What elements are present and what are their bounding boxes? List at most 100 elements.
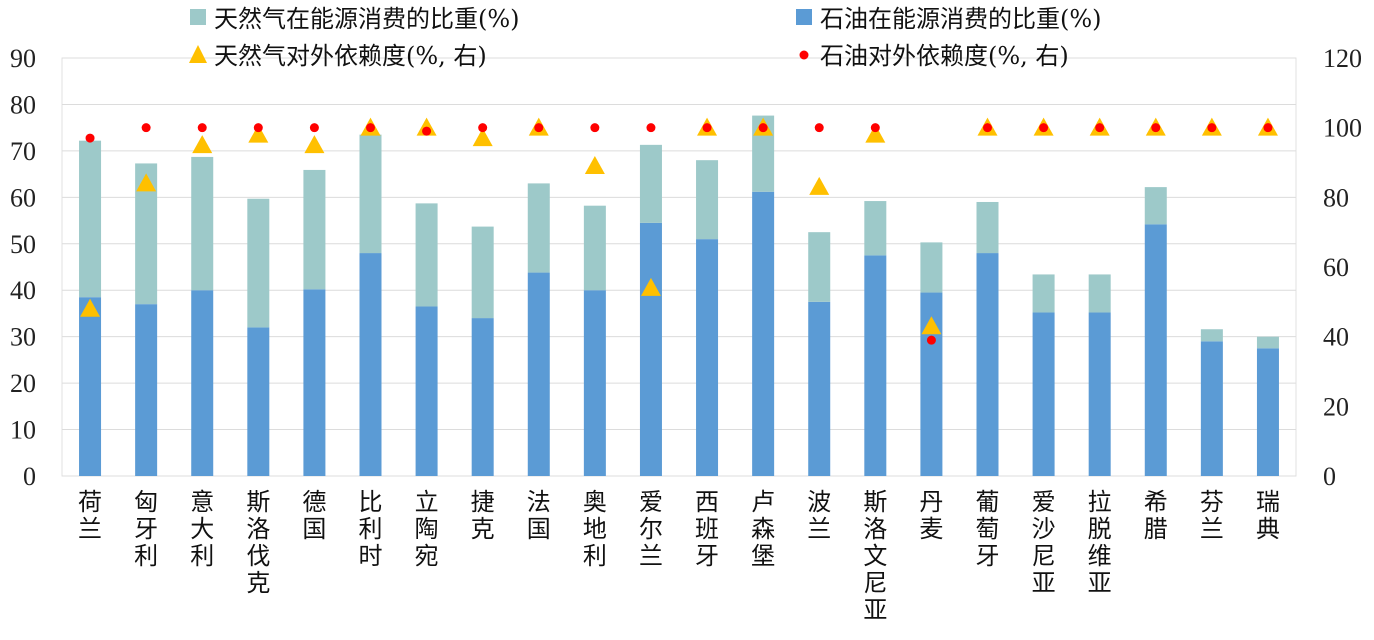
- category-label: 爱尔兰: [639, 488, 663, 570]
- marker-oil-dependence: [141, 123, 151, 133]
- axes: 0 10 20 30 40 50 60 70 80 90 0 20 40 60 80 100 120 荷兰 匈牙利 意…: [10, 44, 1362, 624]
- y-left-tick-label: 0: [23, 462, 36, 491]
- bar-oil: [1032, 312, 1055, 476]
- gridlines: [61, 57, 1297, 477]
- y-left-tick-label: 80: [10, 90, 36, 119]
- bar-oil: [303, 289, 326, 476]
- category-label: 希腊: [1144, 488, 1168, 543]
- marker-oil-dependence: [85, 133, 95, 143]
- bar-oil: [808, 301, 831, 476]
- marker-oil-dependence: [646, 123, 656, 133]
- marker-gas-dependence: [80, 298, 101, 317]
- marker-oil-dependence: [814, 123, 824, 133]
- category-label: 波兰: [807, 488, 831, 543]
- category-label: 卢森堡: [751, 488, 775, 570]
- category-label: 葡萄牙: [976, 488, 1000, 570]
- marker-oil-dependence: [422, 126, 432, 136]
- y-left-tick-label: 60: [10, 183, 36, 212]
- bar-oil: [976, 253, 999, 476]
- marker-oil-dependence: [197, 123, 207, 133]
- marker-gas-dependence: [584, 155, 605, 174]
- y-right-tick-label: 120: [1323, 44, 1362, 73]
- y-left-tick-label: 40: [10, 276, 36, 305]
- legend-label: 石油对外依赖度(%, 右): [820, 42, 1069, 70]
- category-label: 爱沙尼亚: [1032, 488, 1056, 597]
- marker-oil-dependence: [702, 123, 712, 133]
- bar-gas: [1088, 274, 1111, 313]
- legend-swatch: [796, 9, 812, 25]
- bar-oil: [639, 222, 662, 476]
- bar-oil: [1256, 348, 1279, 476]
- bar-oil: [471, 318, 494, 476]
- marker-gas-dependence: [248, 124, 269, 143]
- bar-gas: [808, 232, 831, 302]
- y-left-tick-label: 90: [10, 44, 36, 73]
- y-left-tick-label: 10: [10, 416, 36, 445]
- marker-oil-dependence: [1263, 123, 1273, 133]
- y-left-tick-label: 20: [10, 369, 36, 398]
- bar-oil: [135, 304, 158, 476]
- bar-gas: [920, 242, 943, 293]
- bar-gas: [864, 201, 887, 256]
- category-label: 丹麦: [919, 488, 943, 543]
- bar-oil: [1088, 312, 1111, 476]
- bar-oil: [415, 306, 438, 476]
- category-label: 拉脱维亚: [1088, 488, 1112, 597]
- legend: 天然气在能源消费的比重(%) 石油在能源消费的比重(%) 天然气对外依赖度(%, 右…: [189, 5, 1102, 70]
- marker-gas-dependence: [921, 316, 942, 335]
- legend-swatch: [799, 50, 809, 60]
- category-label: 意大利: [190, 488, 214, 570]
- y-right-tick-label: 100: [1323, 114, 1362, 143]
- bar-gas: [696, 160, 719, 240]
- marker-gas-dependence: [472, 128, 493, 147]
- bar-gas: [1032, 274, 1055, 313]
- marker-oil-dependence: [534, 123, 544, 133]
- bar-oil: [752, 191, 775, 476]
- bar-gas: [135, 163, 158, 305]
- bar-gas: [527, 183, 550, 273]
- marker-oil-dependence: [1039, 123, 1049, 133]
- bar-gas: [79, 140, 102, 298]
- bar-gas: [471, 226, 494, 319]
- bar-gas: [583, 205, 606, 291]
- marker-oil-dependence: [870, 123, 880, 133]
- marker-oil-dependence: [1207, 123, 1217, 133]
- legend-swatch: [189, 45, 207, 63]
- y-left-tick-label: 50: [10, 230, 36, 259]
- bar-oil: [359, 253, 382, 476]
- marker-oil-dependence: [366, 123, 375, 133]
- bar-gas: [976, 201, 999, 254]
- y-right-tick-label: 60: [1323, 253, 1349, 282]
- legend-label: 天然气在能源消费的比重(%): [214, 5, 520, 33]
- legend-label: 石油在能源消费的比重(%): [820, 5, 1102, 33]
- bar-oil: [527, 272, 550, 476]
- marker-oil-dependence: [926, 335, 936, 345]
- bar-gas: [359, 134, 382, 254]
- legend-swatch: [190, 9, 206, 25]
- marker-oil-dependence: [1151, 123, 1161, 133]
- plot-frame: [61, 57, 1297, 477]
- category-label: 比利时: [359, 488, 383, 570]
- marker-gas-dependence: [136, 173, 157, 192]
- category-label: 德国: [302, 488, 326, 543]
- y-right-tick-label: 20: [1323, 392, 1349, 421]
- bar-oil: [79, 297, 102, 476]
- bar-gas: [191, 156, 214, 291]
- bar-gas: [303, 169, 326, 290]
- y-right-tick-label: 0: [1323, 462, 1336, 491]
- bar-gas: [247, 198, 270, 328]
- bar-oil: [583, 290, 606, 476]
- marker-gas-dependence: [304, 135, 325, 154]
- marker-gas-dependence: [640, 277, 661, 296]
- bar-gas: [415, 203, 438, 307]
- category-label: 斯洛文尼亚: [863, 488, 887, 624]
- category-label: 匈牙利: [134, 488, 158, 570]
- y-right-tick-label: 40: [1323, 323, 1349, 352]
- markers: [80, 117, 1278, 345]
- category-label: 法国: [527, 488, 551, 543]
- bar-gas: [1256, 336, 1279, 349]
- category-label: 荷兰: [78, 488, 102, 543]
- marker-oil-dependence: [1095, 123, 1105, 133]
- category-label: 奥地利: [583, 488, 607, 570]
